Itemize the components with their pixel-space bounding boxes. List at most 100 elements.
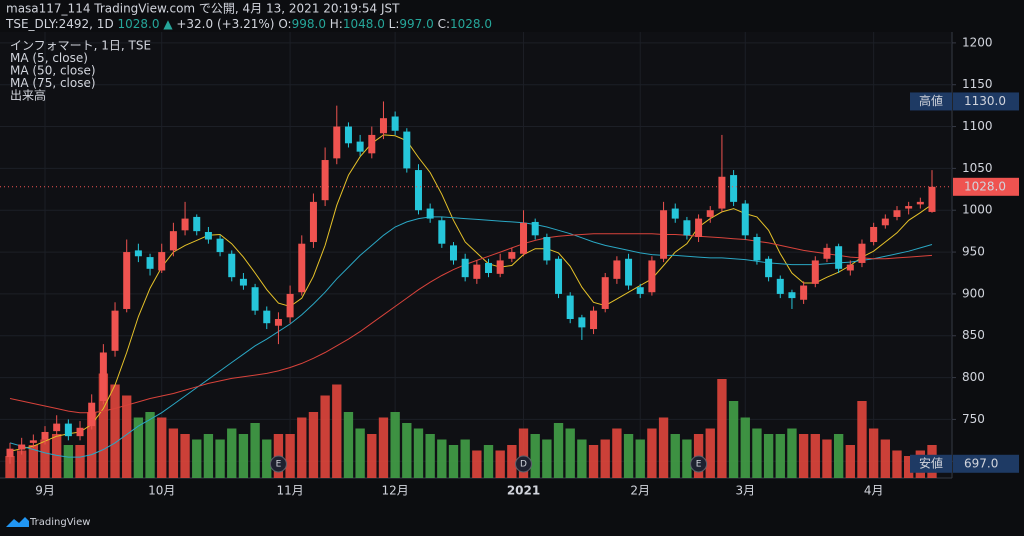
candle-body [263, 310, 271, 324]
candle-body [146, 257, 154, 269]
candle-body [426, 208, 434, 219]
y-tick-label: 950 [962, 245, 985, 259]
volume-bar [168, 428, 179, 478]
candle-body [134, 250, 142, 257]
candle-body [53, 423, 61, 432]
y-tick-label: 800 [962, 370, 985, 384]
volume-bar [52, 434, 62, 478]
header-line1: masa117_114 TradingView.com で公開, 4月 13, … [6, 2, 400, 16]
price-tag-label-bg [910, 92, 952, 111]
candle-body [76, 427, 84, 437]
candle-body [18, 444, 26, 450]
candle-body [788, 292, 796, 299]
candle-body [695, 218, 703, 238]
volume-bar [75, 445, 85, 478]
plot-area [0, 32, 952, 478]
candle-body [449, 245, 457, 261]
candle-body [216, 238, 224, 253]
y-tick-label: 1150 [962, 77, 993, 91]
volume-bar [518, 428, 529, 478]
legend-entry: 出来高 [10, 88, 46, 103]
volume-bar [110, 384, 120, 478]
volume-bar [857, 401, 867, 478]
volume-bar [752, 428, 762, 478]
volume-bar [507, 445, 517, 478]
event-label: E [276, 460, 282, 470]
volume-bar [822, 439, 832, 478]
candle-body [905, 206, 913, 209]
volume-bar [787, 428, 797, 478]
candle-body [239, 278, 247, 286]
price-tag-value: 1130.0 [964, 94, 1006, 108]
candle-body [286, 293, 294, 318]
volume-bar [577, 439, 587, 478]
x-tick-label: 3月 [735, 484, 755, 498]
volume-bar [63, 445, 74, 478]
header-line2: TSE_DLY:2492, 1D 1028.0 ▲ +32.0 (+3.21%)… [5, 17, 492, 31]
volume-bar [203, 434, 214, 478]
candle-body [531, 221, 539, 236]
volume-bar [297, 417, 307, 478]
volume-bar [332, 384, 342, 478]
price-tag-label-bg [910, 454, 952, 473]
candle-body [823, 247, 831, 259]
candle-body [543, 237, 551, 261]
header-segment: +32.0 (+3.21%) [173, 17, 279, 31]
candle-body [251, 287, 259, 311]
candle-body [578, 317, 586, 328]
volume-bar [705, 428, 715, 478]
y-tick-label: 1200 [962, 35, 993, 49]
volume-bar [425, 434, 435, 478]
candle-body [800, 285, 808, 300]
volume-bar [238, 434, 249, 478]
volume-bar [98, 373, 109, 478]
x-tick-label: 4月 [864, 484, 884, 498]
volume-bar [483, 445, 494, 478]
y-tick-label: 850 [962, 328, 985, 342]
volume-bar [40, 439, 50, 478]
candle-body [811, 260, 819, 284]
candle-body [776, 278, 784, 294]
volume-bar [28, 445, 39, 478]
candle-body [414, 170, 422, 211]
volume-bar [87, 412, 97, 478]
volume-bar [402, 423, 412, 478]
volume-bar [145, 412, 155, 478]
volume-bar [180, 434, 190, 478]
volume-bar [122, 395, 132, 478]
legend-entry: MA (50, close) [10, 64, 96, 78]
header-segment: 1028.0 [118, 17, 164, 31]
candle-body [169, 231, 177, 251]
candle-body [473, 264, 481, 279]
volume-bar [775, 434, 785, 478]
candle-body [706, 210, 714, 217]
ma-line [9, 233, 933, 414]
volume-bar [367, 434, 377, 478]
candle-body [671, 208, 679, 219]
candle-body [765, 258, 773, 278]
candle-body [6, 448, 14, 458]
volume-bar [448, 445, 459, 478]
volume-bar [845, 445, 855, 478]
candle-body [391, 116, 399, 131]
volume-bar [437, 439, 447, 478]
volume-bar [833, 434, 844, 478]
event-marker [515, 455, 533, 473]
volume-bar [390, 412, 400, 478]
volume-bar [565, 428, 575, 478]
volume-bar [892, 450, 902, 478]
candle-body [858, 243, 866, 263]
candle-body [298, 243, 306, 293]
candle-body [368, 134, 376, 154]
candle-body [309, 201, 317, 243]
candle-body [123, 252, 131, 309]
volume-bar [343, 412, 354, 478]
candle-body [753, 237, 761, 261]
event-marker [690, 455, 708, 473]
candle-body [379, 118, 387, 134]
volume-bar [588, 445, 599, 478]
candle-body [520, 222, 528, 254]
volume-bar [215, 439, 225, 478]
price-tag [953, 454, 1019, 473]
header-segment: ▲ [163, 17, 173, 31]
